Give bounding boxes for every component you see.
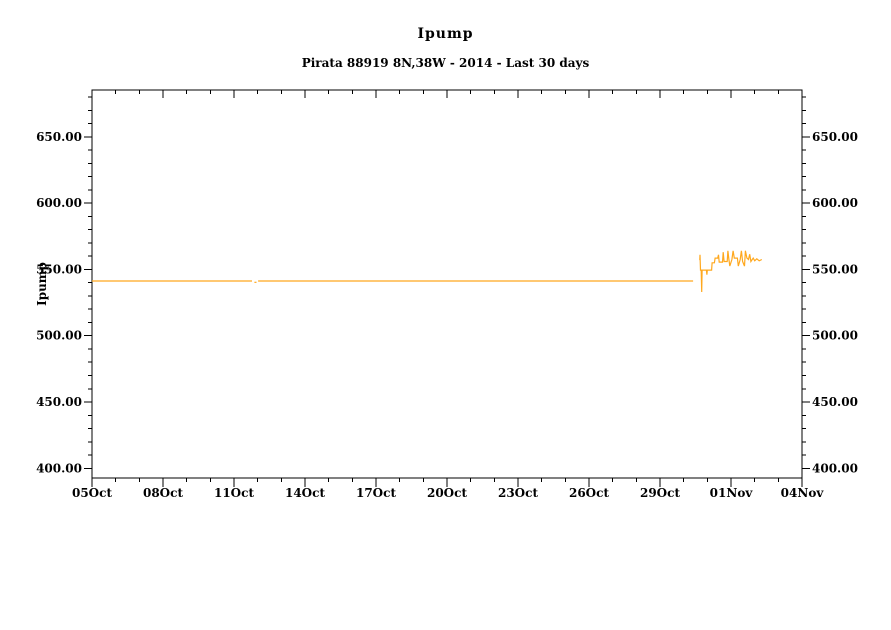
y-tick-label-right: 650.00 — [812, 130, 858, 144]
y-tick-label-left: 400.00 — [36, 461, 82, 475]
x-tick-label: 17Oct — [356, 486, 396, 500]
x-tick-label: 05Oct — [72, 486, 112, 500]
y-tick-label-left: 550.00 — [36, 262, 82, 276]
x-tick-label: 04Nov — [781, 486, 825, 500]
y-tick-label-left: 450.00 — [36, 395, 82, 409]
y-tick-label-left: 600.00 — [36, 196, 82, 210]
x-tick-label: 08Oct — [143, 486, 183, 500]
plot-frame — [91, 89, 803, 479]
x-tick-label: 29Oct — [640, 486, 680, 500]
y-tick-label-right: 450.00 — [812, 395, 858, 409]
y-tick-label-right: 500.00 — [812, 329, 858, 343]
x-tick-label: 14Oct — [285, 486, 325, 500]
x-tick-label: 11Oct — [214, 486, 254, 500]
chart-title: Ipump — [417, 26, 474, 42]
x-tick-label: 23Oct — [498, 486, 538, 500]
data-line-ipump — [699, 250, 763, 293]
y-tick-label-right: 400.00 — [812, 461, 858, 475]
x-tick-label: 26Oct — [569, 486, 609, 500]
y-tick-label-left: 500.00 — [36, 329, 82, 343]
y-tick-label-right: 600.00 — [812, 196, 858, 210]
y-tick-label-left: 650.00 — [36, 130, 82, 144]
chart-subtitle: Pirata 88919 8N,38W - 2014 - Last 30 day… — [301, 56, 590, 70]
y-tick-label-right: 550.00 — [812, 262, 858, 276]
x-tick-label: 20Oct — [427, 486, 467, 500]
x-tick-label: 01Nov — [710, 486, 754, 500]
